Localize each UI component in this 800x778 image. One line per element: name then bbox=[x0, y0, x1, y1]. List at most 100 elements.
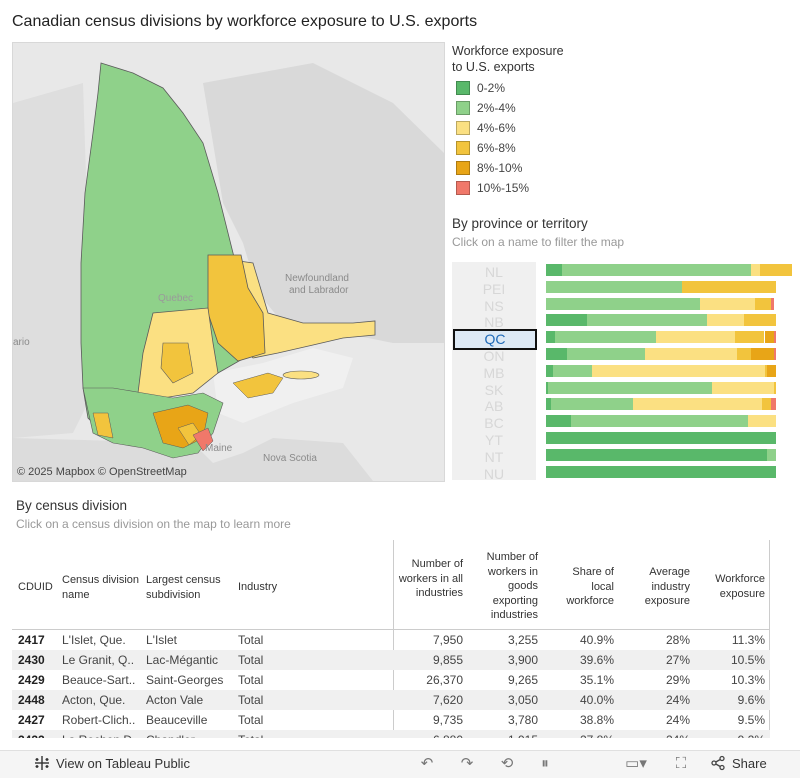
bar-segment[interactable] bbox=[773, 331, 776, 344]
view-on-tableau-link[interactable]: View on Tableau Public bbox=[34, 755, 190, 771]
province-name-qc[interactable]: QC bbox=[453, 329, 537, 351]
bar-segment[interactable] bbox=[748, 415, 776, 428]
share-button[interactable]: Share bbox=[710, 755, 767, 771]
province-name-pei[interactable]: PEI bbox=[482, 280, 506, 297]
province-name-list[interactable]: NL PEI NS NB QC ON MB SK AB BC YT NT NU bbox=[452, 262, 537, 482]
header-largest-subdivision[interactable]: Largest census subdivision bbox=[146, 574, 221, 601]
bar-segment[interactable] bbox=[773, 381, 776, 394]
legend-item[interactable]: 8%-10% bbox=[452, 158, 564, 178]
header-avg-exposure[interactable]: Average industry exposure bbox=[644, 566, 690, 607]
bar-segment[interactable] bbox=[546, 280, 682, 293]
bar-segment[interactable] bbox=[762, 398, 772, 411]
bar-segment[interactable] bbox=[566, 348, 645, 360]
legend-item[interactable]: 10%-15% bbox=[452, 178, 564, 198]
bar-segment[interactable] bbox=[562, 264, 751, 276]
province-bar-nb[interactable] bbox=[546, 314, 776, 327]
header-workers-goods[interactable]: Number of workers in goods exporting ind… bbox=[486, 551, 538, 621]
province-bar-on[interactable] bbox=[546, 348, 776, 360]
bar-segment[interactable] bbox=[755, 297, 772, 310]
bar-segment[interactable] bbox=[707, 314, 744, 327]
download-icon[interactable]: ▭▾ bbox=[625, 755, 647, 772]
bar-segment[interactable] bbox=[773, 348, 776, 360]
province-bar-yt[interactable] bbox=[546, 432, 776, 444]
bar-segment[interactable] bbox=[548, 381, 712, 394]
bar-segment[interactable] bbox=[546, 348, 567, 360]
province-name-ns[interactable]: NS bbox=[484, 297, 504, 314]
bar-segment[interactable] bbox=[546, 297, 701, 310]
bar-segment[interactable] bbox=[644, 348, 737, 360]
province-bar-mb[interactable] bbox=[546, 364, 776, 377]
bar-segment[interactable] bbox=[546, 398, 551, 411]
province-name-nb[interactable]: NB bbox=[484, 314, 504, 331]
bar-segment[interactable] bbox=[571, 415, 749, 428]
table-row[interactable]: 2417 L'Islet, Que. L'Islet Total 7,950 3,255 4… bbox=[12, 630, 770, 650]
province-name-yt[interactable]: YT bbox=[485, 432, 503, 448]
undo-icon[interactable]: ↶ bbox=[420, 755, 434, 772]
province-name-bc[interactable]: BC bbox=[484, 415, 504, 432]
bar-segment[interactable] bbox=[546, 314, 588, 327]
bar-segment[interactable] bbox=[771, 398, 776, 411]
province-bar-nt[interactable] bbox=[546, 448, 776, 461]
header-workforce-exposure[interactable]: Workforce exposure bbox=[715, 573, 765, 600]
bar-segment[interactable] bbox=[546, 264, 563, 276]
table-row[interactable]: 2430 Le Granit, Q.. Lac-Mégantic Total 9,855… bbox=[12, 650, 770, 670]
table-row[interactable]: 2448 Acton, Que. Acton Vale Total 7,620 3,050… bbox=[12, 690, 770, 710]
map[interactable]: Quebec Newfoundland and Labrador ario Ma… bbox=[12, 42, 445, 482]
bar-segment[interactable] bbox=[633, 398, 763, 411]
bar-segment[interactable] bbox=[766, 364, 776, 377]
province-bar-chart[interactable] bbox=[546, 262, 793, 480]
province-bar-qc[interactable] bbox=[546, 331, 776, 344]
bar-segment[interactable] bbox=[546, 381, 549, 394]
province-bar-nl[interactable] bbox=[546, 264, 793, 276]
bar-segment[interactable] bbox=[764, 331, 774, 344]
revert-icon[interactable]: ⟲ bbox=[500, 755, 514, 772]
legend-item[interactable]: 6%-8% bbox=[452, 138, 564, 158]
bar-segment[interactable] bbox=[711, 381, 774, 394]
province-name-nu[interactable]: NU bbox=[483, 465, 505, 482]
province-name-nl[interactable]: NL bbox=[485, 264, 503, 280]
province-name-mb[interactable]: MB bbox=[483, 364, 505, 381]
bar-segment[interactable] bbox=[750, 264, 760, 276]
province-bar-pei[interactable] bbox=[546, 280, 776, 293]
province-bar-sk[interactable] bbox=[546, 381, 776, 394]
bar-segment[interactable] bbox=[592, 364, 765, 377]
map-canvas[interactable]: Quebec Newfoundland and Labrador ario Ma… bbox=[13, 43, 444, 481]
province-bar-ns[interactable] bbox=[546, 297, 776, 310]
pause-icon[interactable]: ⏸ bbox=[541, 755, 549, 772]
bar-segment[interactable] bbox=[546, 364, 553, 377]
bar-segment[interactable] bbox=[766, 448, 776, 461]
header-cduid[interactable]: CDUID bbox=[18, 581, 53, 593]
table-row[interactable]: 2422 La Rochen D Chandler Total 6,880 1,915 27… bbox=[12, 730, 770, 738]
bar-segment[interactable] bbox=[546, 465, 776, 478]
bar-segment[interactable] bbox=[546, 448, 767, 461]
table-row[interactable]: 2429 Beauce-Sart.. Saint-Georges Total 26,37… bbox=[12, 670, 770, 690]
legend-item[interactable]: 4%-6% bbox=[452, 118, 564, 138]
header-census-division-name[interactable]: Census division name bbox=[62, 574, 140, 601]
province-bar-ab[interactable] bbox=[546, 398, 776, 411]
province-name-nt[interactable]: NT bbox=[484, 448, 504, 465]
fullscreen-icon[interactable]: ⛶ bbox=[675, 755, 687, 772]
province-name-ab[interactable]: AB bbox=[484, 398, 504, 415]
bar-segment[interactable] bbox=[546, 331, 556, 344]
bar-segment[interactable] bbox=[656, 331, 735, 344]
province-bar-nu[interactable] bbox=[546, 465, 776, 478]
table-row[interactable]: 2427 Robert-Clich.. Beauceville Total 9,735 3… bbox=[12, 710, 770, 730]
bar-segment[interactable] bbox=[546, 415, 572, 428]
bar-segment[interactable] bbox=[550, 398, 634, 411]
province-name-on[interactable]: ON bbox=[483, 348, 505, 364]
bar-segment[interactable] bbox=[764, 364, 767, 377]
bar-segment[interactable] bbox=[771, 297, 774, 310]
legend-item[interactable]: 2%-4% bbox=[452, 98, 564, 118]
legend-item[interactable]: 0-2% bbox=[452, 78, 564, 98]
header-share-local[interactable]: Share of local workforce bbox=[566, 566, 614, 607]
bar-segment[interactable] bbox=[743, 314, 776, 327]
bar-segment[interactable] bbox=[546, 432, 776, 444]
header-industry[interactable]: Industry bbox=[238, 581, 278, 593]
province-name-sk[interactable]: SK bbox=[484, 381, 504, 398]
bar-segment[interactable] bbox=[552, 364, 592, 377]
bar-segment[interactable] bbox=[587, 314, 707, 327]
province-bar-bc[interactable] bbox=[546, 415, 776, 428]
bar-segment[interactable] bbox=[681, 280, 776, 293]
bar-segment[interactable] bbox=[734, 331, 765, 344]
bar-segment[interactable] bbox=[759, 264, 793, 276]
